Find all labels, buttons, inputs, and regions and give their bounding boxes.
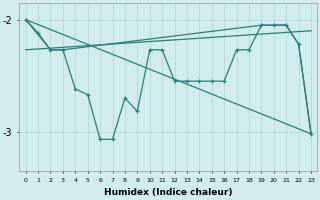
X-axis label: Humidex (Indice chaleur): Humidex (Indice chaleur) [104, 188, 233, 197]
